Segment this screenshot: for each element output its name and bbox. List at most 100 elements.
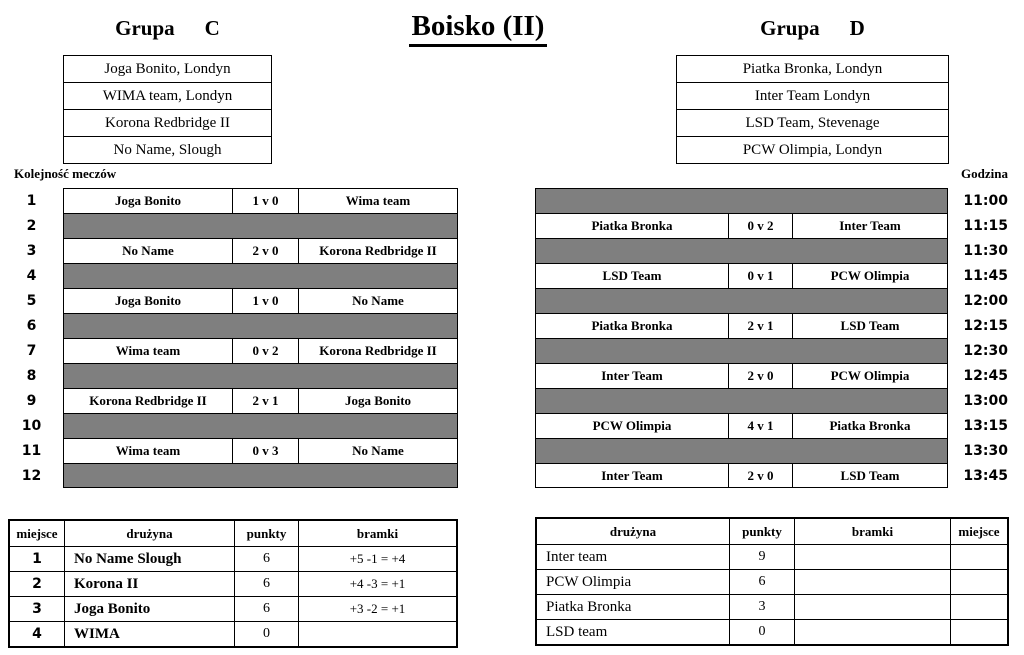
standing-team: No Name Slough: [64, 547, 234, 571]
standing-points: 3: [729, 595, 794, 619]
match-score: 2 v 1: [232, 389, 298, 413]
match-cells: LSD Team 0 v 1 PCW Olimpia: [535, 263, 948, 288]
standing-place: [950, 570, 1007, 594]
group-c-schedule: 1 Joga Bonito 1 v 0 Wima team 2 3: [0, 188, 458, 488]
home-team: No Name: [122, 243, 174, 258]
standing-points: 6: [234, 547, 298, 571]
match-score: [232, 464, 298, 487]
match-score: 1 v 0: [232, 189, 298, 213]
match-cells: [63, 313, 458, 338]
schedule-row: 4: [0, 263, 458, 288]
match-cells: Joga Bonito 1 v 0 Wima team: [63, 188, 458, 213]
standing-goals: [794, 545, 950, 569]
home-team: [536, 289, 728, 313]
home-team: Joga Bonito: [114, 293, 182, 308]
schedule-row: 9 Korona Redbridge II 2 v 1 Joga Bonito: [0, 388, 458, 413]
standings-body: Inter team 9 PCW Olimpia 6 Piatka Bronka…: [537, 544, 1007, 644]
away-team: [298, 264, 457, 288]
standing-points: 6: [234, 597, 298, 621]
standing-team: Joga Bonito: [64, 597, 234, 621]
header-druzyna: drużyna: [609, 523, 657, 539]
away-team: [792, 339, 947, 363]
group-c-letter: C: [204, 16, 220, 40]
match-time: 11:45: [963, 267, 1008, 284]
schedule-row: 7 Wima team 0 v 2 Korona Redbridge II: [0, 338, 458, 363]
away-team: [298, 214, 457, 238]
standings-header-row: drużyna punkty bramki miejsce: [537, 519, 1007, 544]
match-cells: Inter Team 2 v 0 LSD Team: [535, 463, 948, 488]
away-team: [792, 189, 947, 213]
match-time: 12:45: [963, 367, 1008, 384]
home-team: LSD Team: [602, 268, 662, 283]
away-team: Wima team: [298, 189, 457, 213]
home-team: [536, 389, 728, 413]
header-miejsce: miejsce: [950, 519, 1007, 544]
match-score: 0 v 3: [232, 439, 298, 463]
standings-row: 3 Joga Bonito 6 +3 -2 = +1: [10, 596, 456, 621]
home-team: Piatka Bronka: [591, 318, 673, 333]
header-punkty: punkty: [729, 519, 794, 544]
standing-place: 4: [32, 626, 42, 642]
match-cells: Joga Bonito 1 v 0 No Name: [63, 288, 458, 313]
standing-place: 2: [32, 576, 42, 592]
match-cells: [63, 263, 458, 288]
schedule-row: 11:00: [535, 188, 1024, 213]
home-team: Inter Team: [601, 368, 663, 383]
schedule-row: 1 Joga Bonito 1 v 0 Wima team: [0, 188, 458, 213]
match-number: 11: [21, 442, 42, 459]
team-list-item: WIMA team, Londyn: [64, 83, 271, 110]
home-team: Inter Team: [601, 467, 663, 483]
away-team: [298, 414, 457, 438]
header-punkty: punkty: [234, 521, 298, 546]
schedule-row: Piatka Bronka 2 v 1 LSD Team 12:15: [535, 313, 1024, 338]
group-d-word: Grupa: [760, 16, 820, 40]
match-cells: [535, 438, 948, 463]
away-team: [792, 239, 947, 263]
away-team: No Name: [298, 439, 457, 463]
match-number: 5: [26, 292, 37, 309]
home-team: [64, 314, 232, 338]
match-score: 1 v 0: [232, 289, 298, 313]
match-score: 0 v 2: [728, 214, 792, 238]
home-team: [536, 339, 728, 363]
match-score: 0 v 1: [728, 264, 792, 288]
home-team: Joga Bonito: [114, 193, 182, 208]
match-score: 2 v 0: [232, 239, 298, 263]
match-cells: PCW Olimpia 4 v 1 Piatka Bronka: [535, 413, 948, 438]
match-time: 12:00: [963, 292, 1008, 309]
match-score: [232, 314, 298, 338]
group-d-standings: drużyna punkty bramki miejsce Inter team…: [535, 517, 1009, 646]
home-team: [64, 264, 232, 288]
group-d-letter: D: [849, 16, 865, 40]
match-score: [728, 239, 792, 263]
standing-place: [950, 545, 1007, 569]
schedule-row: 6: [0, 313, 458, 338]
standing-place: 1: [32, 551, 42, 567]
home-team: PCW Olimpia: [592, 418, 672, 433]
schedule-row: 12:30: [535, 338, 1024, 363]
standing-team: Inter team: [546, 548, 608, 565]
schedule-order-label: Kolejność meczów: [14, 166, 117, 181]
match-cells: No Name 2 v 0 Korona Redbridge II: [63, 238, 458, 263]
match-score: 2 v 1: [728, 314, 792, 338]
match-score: [232, 264, 298, 288]
standings-row: 4 WIMA 0: [10, 621, 456, 646]
header-miejsce: miejsce: [16, 525, 58, 541]
away-team: [298, 464, 457, 487]
schedule-row: 12:00: [535, 288, 1024, 313]
home-team: [64, 364, 232, 388]
away-team: PCW Olimpia: [792, 264, 947, 288]
schedule-row: 11:30: [535, 238, 1024, 263]
page-title: Boisko (II): [408, 10, 548, 47]
schedule-row: 13:00: [535, 388, 1024, 413]
home-team: [536, 439, 728, 463]
match-score: [728, 339, 792, 363]
away-team: Piatka Bronka: [792, 414, 947, 438]
match-number: 7: [26, 342, 37, 359]
standing-points: 6: [729, 570, 794, 594]
home-team: Korona Redbridge II: [89, 393, 207, 408]
home-team: [64, 414, 232, 438]
match-cells: [63, 363, 458, 388]
home-team: [64, 464, 232, 487]
